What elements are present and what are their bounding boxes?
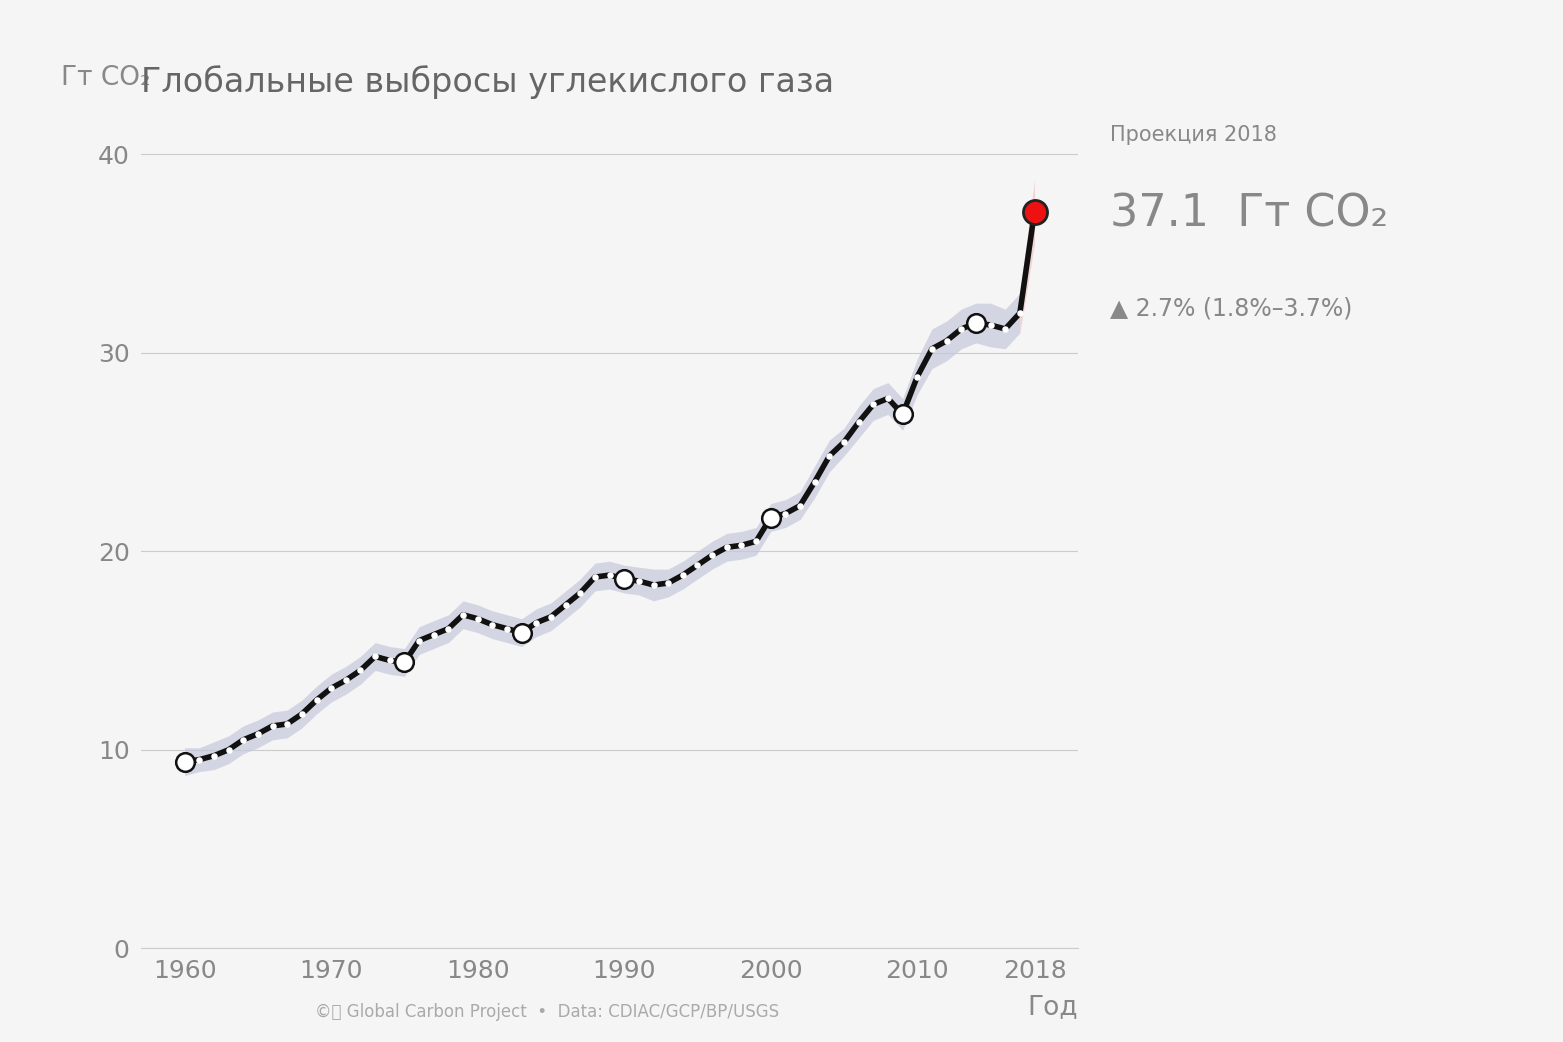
Point: [539, 609, 564, 625]
Point: [392, 654, 417, 671]
Point: [245, 725, 270, 742]
Point: [641, 576, 666, 593]
Text: ▲ 2.7% (1.8%–3.7%): ▲ 2.7% (1.8%–3.7%): [1110, 297, 1352, 321]
Text: Проекция 2018: Проекция 2018: [1110, 125, 1277, 145]
Point: [861, 396, 886, 413]
Point: [553, 596, 578, 613]
Point: [889, 406, 914, 423]
Point: [172, 753, 197, 770]
Point: [494, 620, 519, 637]
Point: [655, 575, 680, 592]
Text: Глобальные выбросы углекислого газа: Глобальные выбросы углекислого газа: [141, 66, 833, 99]
Point: [611, 571, 636, 588]
Point: [333, 672, 358, 689]
Point: [627, 573, 652, 590]
Point: [963, 315, 988, 331]
Point: [450, 606, 475, 623]
Point: [700, 547, 725, 564]
Point: [802, 473, 827, 490]
Point: [259, 718, 284, 735]
Point: [202, 747, 227, 764]
Point: [758, 510, 783, 526]
Point: [377, 652, 402, 669]
Point: [216, 742, 241, 759]
Point: [406, 632, 431, 649]
Point: [567, 585, 592, 601]
Point: [466, 611, 491, 627]
Text: 37.1  Гт CO₂: 37.1 Гт CO₂: [1110, 193, 1388, 235]
Point: [524, 615, 549, 631]
Point: [963, 315, 988, 331]
Point: [172, 753, 197, 770]
Point: [420, 626, 445, 643]
Point: [289, 705, 314, 722]
Point: [349, 662, 374, 678]
Point: [480, 617, 505, 634]
Point: [978, 317, 1003, 333]
Point: [714, 539, 739, 555]
Point: [846, 414, 871, 430]
Point: [788, 497, 813, 514]
Point: [1007, 304, 1032, 321]
Point: [186, 751, 211, 768]
Point: [510, 624, 535, 641]
Text: Гт CO₂: Гт CO₂: [61, 65, 150, 91]
Point: [758, 510, 783, 526]
Point: [832, 433, 857, 450]
Point: [905, 368, 930, 384]
Point: [319, 679, 344, 696]
Point: [772, 505, 797, 522]
Point: [363, 648, 388, 665]
Point: [919, 341, 944, 357]
X-axis label: Год: Год: [1028, 994, 1078, 1020]
Point: [597, 567, 622, 584]
Point: [744, 534, 769, 550]
Point: [303, 692, 328, 709]
Point: [1022, 203, 1047, 220]
Point: [275, 716, 300, 733]
Point: [817, 448, 842, 465]
Point: [510, 624, 535, 641]
Point: [436, 620, 461, 637]
Point: [935, 332, 960, 349]
Point: [949, 321, 974, 338]
Point: [231, 731, 256, 748]
Point: [728, 537, 753, 553]
Point: [993, 321, 1018, 338]
Text: ©Ⓡ Global Carbon Project  •  Data: CDIAC/GCP/BP/USGS: ©Ⓡ Global Carbon Project • Data: CDIAC/G…: [316, 1003, 778, 1021]
Point: [671, 567, 696, 584]
Point: [1022, 203, 1047, 220]
Point: [685, 556, 710, 573]
Point: [875, 390, 900, 406]
Point: [889, 406, 914, 423]
Point: [392, 654, 417, 671]
Point: [583, 569, 608, 586]
Point: [611, 571, 636, 588]
